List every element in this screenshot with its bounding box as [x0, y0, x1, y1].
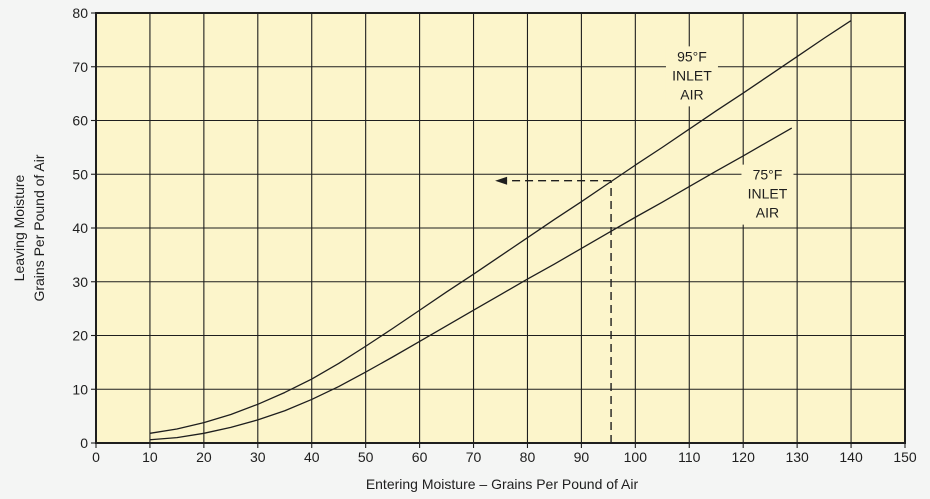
x-tick-label: 80 [520, 449, 536, 465]
series-line-1 [149, 127, 793, 441]
y-tick-label: 20 [72, 328, 88, 344]
plot-frame [95, 12, 906, 444]
series-lines [149, 19, 852, 441]
series-label-line: AIR [756, 205, 779, 221]
x-tick-label: 60 [412, 449, 428, 465]
series-label-line: 75°F [753, 167, 783, 183]
x-tick-label: 130 [785, 449, 809, 465]
series-label-backing [665, 46, 718, 107]
x-tick-label: 150 [893, 449, 917, 465]
x-tick-label: 140 [839, 449, 863, 465]
series-labels: 95°F INLET AIR 75°F INLET AIR [665, 46, 794, 225]
x-tick-label: 40 [304, 449, 320, 465]
y-axis-title-line-2: Grains Per Pound of Air [31, 154, 47, 301]
x-tick-label: 10 [142, 449, 158, 465]
x-tick-label: 100 [624, 449, 648, 465]
x-axis-title: Entering Moisture – Grains Per Pound of … [366, 476, 639, 492]
series-label-backing [741, 164, 794, 225]
series-label-line: 95°F [677, 48, 707, 64]
y-axis-title-line-1: Leaving Moisture [11, 174, 27, 281]
y-tick-label: 0 [80, 435, 88, 451]
series-line-0 [149, 19, 852, 434]
grid-lines [91, 12, 906, 448]
y-tick-label: 50 [72, 166, 88, 182]
series-label-line: INLET [672, 67, 712, 83]
tick-labels: 0 10 20 30 40 50 60 70 80 90 100 110 120 130 140 150 0 10… [72, 5, 916, 465]
y-tick-label: 40 [72, 220, 88, 236]
y-tick-label: 60 [72, 113, 88, 129]
y-tick-label: 80 [72, 5, 88, 21]
x-tick-label: 0 [92, 449, 100, 465]
series-label-line: AIR [680, 86, 703, 102]
x-tick-label: 90 [574, 449, 590, 465]
x-tick-label: 110 [678, 449, 701, 465]
x-tick-label: 30 [250, 449, 266, 465]
y-tick-label: 30 [72, 274, 88, 290]
example-arrowhead [495, 176, 508, 185]
x-tick-label: 50 [358, 449, 374, 465]
series-label-line: INLET [748, 186, 788, 202]
x-tick-label: 120 [732, 449, 756, 465]
x-tick-label: 20 [196, 449, 212, 465]
example-reading-path [495, 176, 612, 443]
y-tick-label: 10 [72, 381, 88, 397]
x-tick-label: 70 [466, 449, 482, 465]
y-tick-label: 70 [72, 59, 88, 75]
